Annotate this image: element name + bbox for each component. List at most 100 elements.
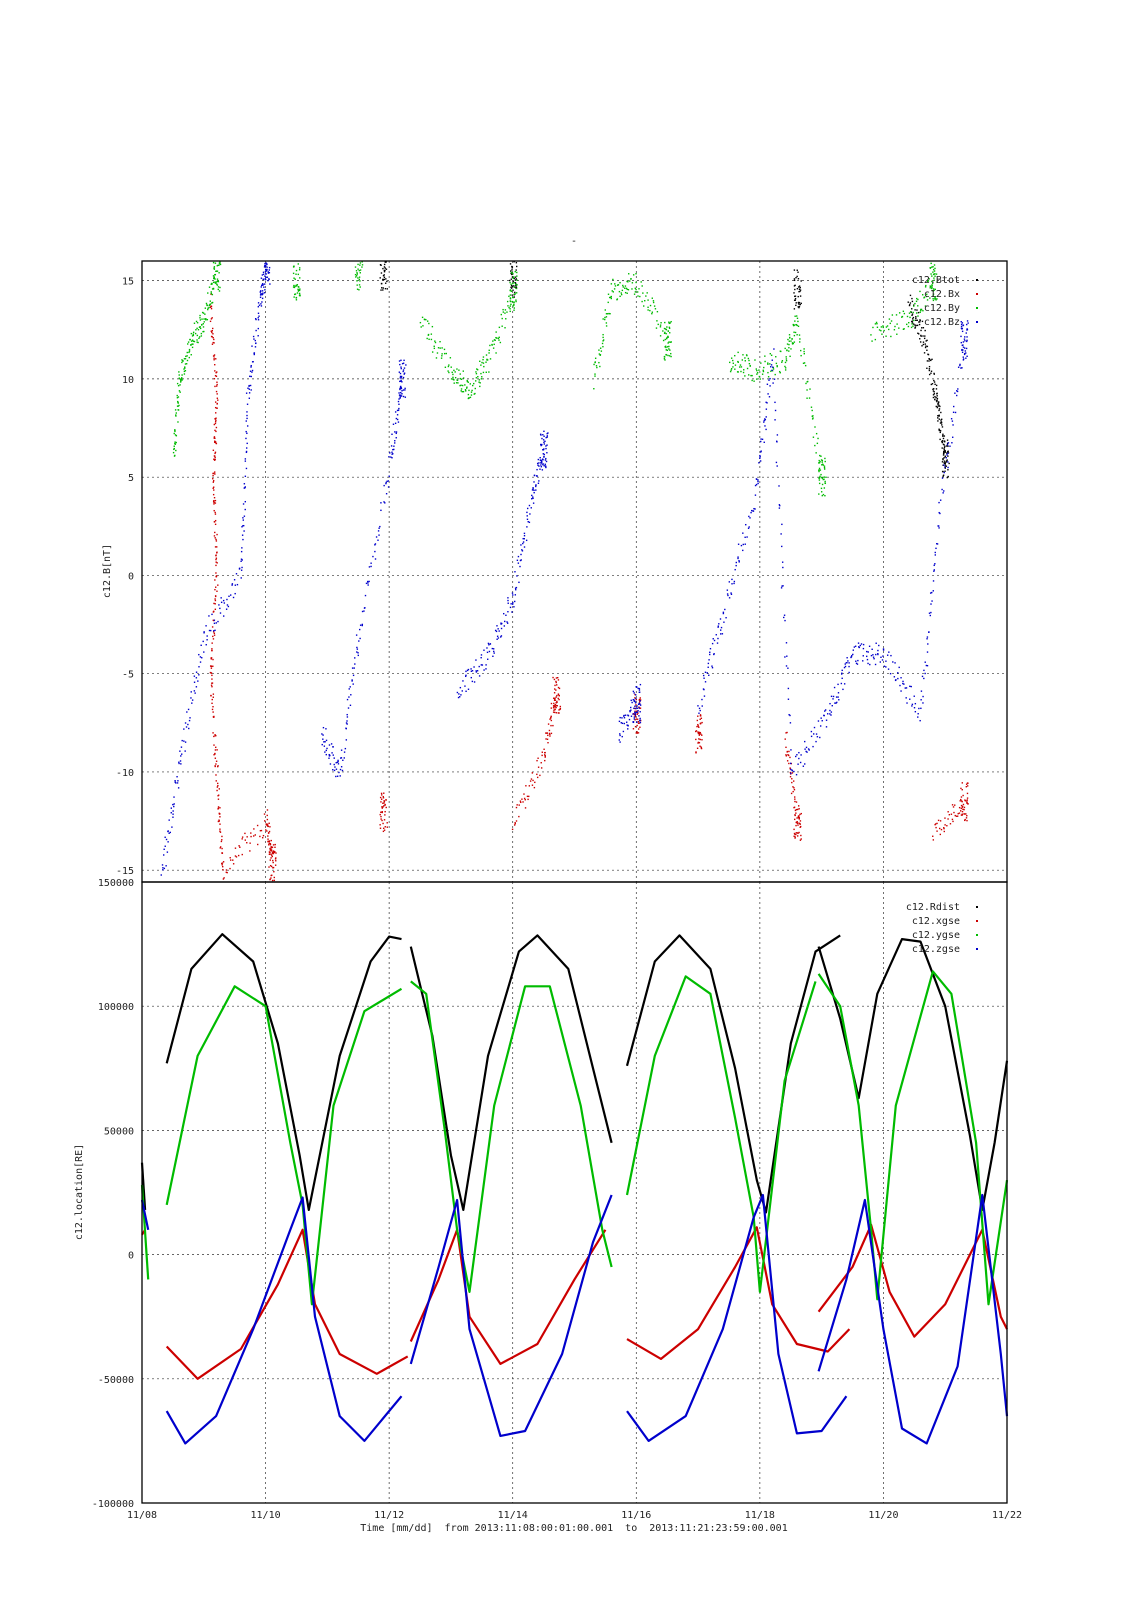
data-point xyxy=(460,384,462,386)
data-point xyxy=(187,708,190,711)
data-point xyxy=(183,368,185,370)
data-point xyxy=(747,357,750,360)
data-point xyxy=(213,459,216,461)
data-point xyxy=(204,307,207,309)
data-point xyxy=(544,751,546,754)
data-point xyxy=(513,296,515,298)
data-point xyxy=(515,287,517,289)
data-point xyxy=(944,466,946,468)
data-point xyxy=(340,766,343,768)
data-point xyxy=(709,653,711,656)
data-point xyxy=(219,807,221,809)
y-tick-label: 5 xyxy=(128,473,134,484)
data-point xyxy=(508,295,510,298)
data-point xyxy=(520,544,522,546)
data-point xyxy=(757,479,759,481)
data-point xyxy=(946,443,949,446)
data-point xyxy=(387,486,390,488)
data-point xyxy=(199,327,202,330)
data-point xyxy=(215,558,217,561)
data-point xyxy=(337,759,339,762)
data-point xyxy=(711,667,714,669)
data-point xyxy=(804,364,807,367)
y-tick-label: 100000 xyxy=(98,1002,134,1013)
data-point xyxy=(935,396,937,399)
data-point xyxy=(511,267,513,269)
data-point xyxy=(897,672,899,674)
data-point xyxy=(939,499,942,501)
data-point xyxy=(214,599,217,602)
y-tick-label: -15 xyxy=(116,866,134,877)
data-point xyxy=(960,796,963,798)
data-point xyxy=(214,455,216,457)
data-point xyxy=(207,292,209,294)
data-point xyxy=(178,390,181,392)
data-point xyxy=(515,589,517,591)
data-point xyxy=(911,318,914,320)
data-point xyxy=(931,284,933,287)
data-point xyxy=(516,279,518,281)
data-point xyxy=(293,265,295,267)
data-point xyxy=(903,312,906,315)
data-point xyxy=(399,385,402,388)
data-point xyxy=(511,611,513,613)
data-point xyxy=(911,313,914,315)
data-point xyxy=(547,742,549,744)
data-point xyxy=(841,672,843,674)
data-point xyxy=(929,285,931,287)
data-point xyxy=(500,313,503,316)
data-point xyxy=(267,840,269,843)
data-point xyxy=(823,468,826,470)
data-point xyxy=(515,278,517,280)
data-point xyxy=(623,715,625,717)
data-point xyxy=(837,696,839,698)
data-point xyxy=(656,310,659,313)
data-point xyxy=(268,853,271,856)
y-tick-label: -5 xyxy=(122,670,134,681)
data-point xyxy=(217,280,220,283)
data-point xyxy=(936,399,938,401)
data-point xyxy=(532,502,535,504)
data-point xyxy=(476,369,479,371)
data-point xyxy=(894,662,896,664)
data-point xyxy=(804,763,806,765)
data-point xyxy=(932,273,935,276)
data-point xyxy=(798,288,801,290)
data-point xyxy=(213,355,215,357)
data-point xyxy=(748,359,750,362)
data-point xyxy=(966,785,969,787)
data-point xyxy=(638,715,640,717)
data-point xyxy=(214,401,217,403)
data-point xyxy=(537,464,539,466)
data-point xyxy=(554,711,556,714)
data-point xyxy=(800,838,802,840)
data-point xyxy=(522,537,524,540)
data-point xyxy=(482,358,484,361)
data-point xyxy=(933,372,935,375)
data-point xyxy=(669,332,671,334)
data-point xyxy=(756,371,759,374)
data-point xyxy=(199,661,202,663)
data-point xyxy=(400,395,403,397)
data-point xyxy=(242,524,245,527)
data-point xyxy=(619,734,621,737)
data-point xyxy=(796,808,799,811)
data-point xyxy=(754,359,756,361)
data-point xyxy=(946,442,949,445)
data-point xyxy=(798,285,801,287)
data-point xyxy=(449,357,452,359)
data-point xyxy=(619,716,621,719)
data-point xyxy=(270,857,272,859)
data-point xyxy=(962,808,964,810)
data-point xyxy=(756,378,758,380)
data-point xyxy=(213,496,216,499)
data-point xyxy=(250,832,252,834)
data-point xyxy=(544,465,547,467)
data-point xyxy=(464,389,467,391)
data-point xyxy=(492,347,495,349)
data-point xyxy=(743,369,745,371)
data-point xyxy=(516,275,518,277)
data-point xyxy=(698,712,700,714)
data-point xyxy=(781,361,783,363)
data-point xyxy=(191,702,193,704)
